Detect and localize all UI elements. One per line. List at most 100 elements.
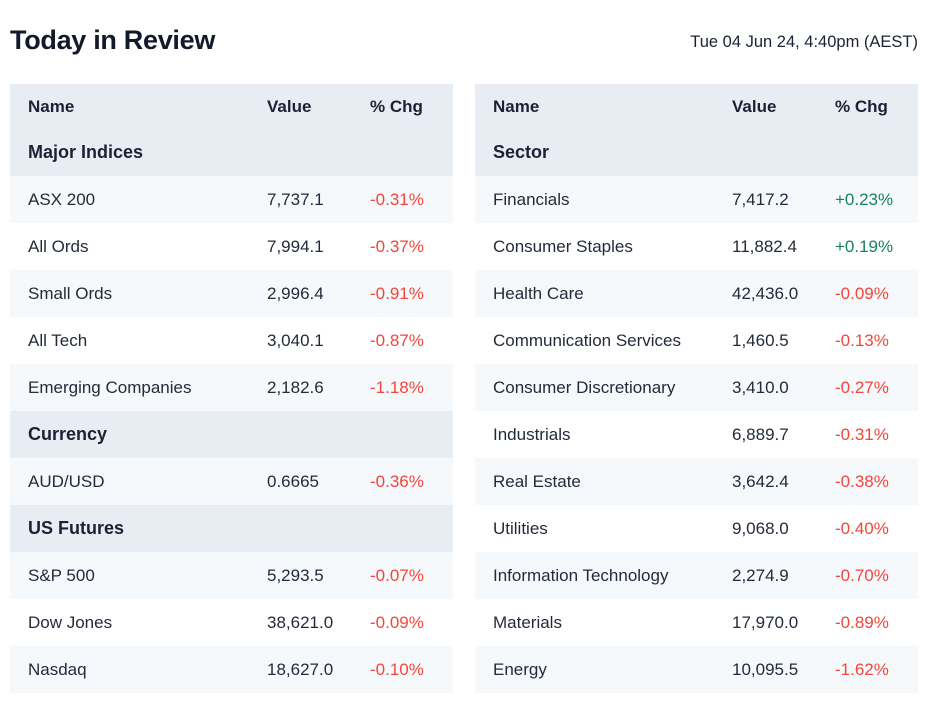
tables-container: Name Value % Chg Major Indices ASX 200 7,737.… <box>10 84 918 694</box>
instrument-change: +0.23% <box>835 189 894 209</box>
today-in-review-widget: Today in Review Tue 04 Jun 24, 4:40pm (A… <box>10 25 918 694</box>
column-header-value: Value <box>732 96 777 116</box>
instrument-change: -0.37% <box>370 236 424 256</box>
instrument-value: 2,182.6 <box>267 377 324 397</box>
page-header: Today in Review Tue 04 Jun 24, 4:40pm (A… <box>10 25 918 55</box>
instrument-value: 7,737.1 <box>267 189 324 209</box>
instrument-name: Energy <box>493 659 547 679</box>
instrument-change: -0.09% <box>370 612 424 632</box>
table-row: Dow Jones 38,621.0 -0.09% <box>10 599 453 647</box>
instrument-value: 17,970.0 <box>732 612 799 632</box>
instrument-name: AUD/USD <box>28 471 105 491</box>
instrument-name: All Tech <box>28 330 88 350</box>
table-row: Consumer Discretionary 3,410.0 -0.27% <box>475 364 918 412</box>
timestamp: Tue 04 Jun 24, 4:40pm (AEST) <box>690 33 918 52</box>
instrument-change: -0.13% <box>835 330 889 350</box>
page-title: Today in Review <box>10 25 216 55</box>
instrument-change: -0.38% <box>835 471 889 491</box>
section-row: Major Indices <box>10 129 453 177</box>
table-row: Small Ords 2,996.4 -0.91% <box>10 270 453 318</box>
instrument-change: -0.40% <box>835 518 889 538</box>
instrument-value: 3,040.1 <box>267 330 324 350</box>
table-row: Nasdaq 18,627.0 -0.10% <box>10 646 453 694</box>
instrument-value: 38,621.0 <box>267 612 334 632</box>
instrument-name: Emerging Companies <box>28 377 192 397</box>
instrument-change: -0.31% <box>370 189 424 209</box>
table-row: ASX 200 7,737.1 -0.31% <box>10 176 453 224</box>
column-header-name: Name <box>28 96 75 116</box>
section-row: Currency <box>10 411 453 459</box>
instrument-name: Health Care <box>493 283 584 303</box>
instrument-change: -0.31% <box>835 424 889 444</box>
instrument-value: 3,642.4 <box>732 471 789 491</box>
instrument-value: 9,068.0 <box>732 518 789 538</box>
column-header-chg: % Chg <box>370 96 423 116</box>
table-row: All Ords 7,994.1 -0.37% <box>10 223 453 271</box>
table-row: All Tech 3,040.1 -0.87% <box>10 317 453 365</box>
section-row: US Futures <box>10 505 453 553</box>
instrument-name: ASX 200 <box>28 189 96 209</box>
instrument-name: All Ords <box>28 236 89 256</box>
table-row: Consumer Staples 11,882.4 +0.19% <box>475 223 918 271</box>
instrument-name: S&P 500 <box>28 565 95 585</box>
instrument-change: +0.19% <box>835 236 894 256</box>
table-row: S&P 500 5,293.5 -0.07% <box>10 552 453 600</box>
instrument-name: Communication Services <box>493 330 682 350</box>
instrument-value: 18,627.0 <box>267 659 334 679</box>
instrument-name: Utilities <box>493 518 548 538</box>
column-header-value: Value <box>267 96 312 116</box>
table-row: Industrials 6,889.7 -0.31% <box>475 411 918 459</box>
table-row: Financials 7,417.2 +0.23% <box>475 176 918 224</box>
instrument-change: -0.70% <box>835 565 889 585</box>
instrument-name: Small Ords <box>28 283 113 303</box>
instrument-value: 2,274.9 <box>732 565 789 585</box>
section-label: Sector <box>493 142 550 163</box>
instrument-change: -0.87% <box>370 330 424 350</box>
column-header-row: Name Value % Chg <box>475 84 918 130</box>
table-row: Information Technology 2,274.9 -0.70% <box>475 552 918 600</box>
instrument-change: -0.89% <box>835 612 889 632</box>
column-header-row: Name Value % Chg <box>10 84 453 130</box>
instrument-value: 0.6665 <box>267 471 319 491</box>
table-row: Materials 17,970.0 -0.89% <box>475 599 918 647</box>
instrument-value: 42,436.0 <box>732 283 799 303</box>
indices-table: Name Value % Chg Major Indices ASX 200 7,737.… <box>10 84 453 694</box>
instrument-value: 7,417.2 <box>732 189 789 209</box>
instrument-value: 3,410.0 <box>732 377 789 397</box>
instrument-value: 2,996.4 <box>267 283 324 303</box>
instrument-value: 7,994.1 <box>267 236 324 256</box>
instrument-change: -1.18% <box>370 377 424 397</box>
table-row: Utilities 9,068.0 -0.40% <box>475 505 918 553</box>
table-row: Real Estate 3,642.4 -0.38% <box>475 458 918 506</box>
column-header-chg: % Chg <box>835 96 888 116</box>
instrument-value: 5,293.5 <box>267 565 324 585</box>
instrument-change: -1.62% <box>835 659 889 679</box>
instrument-name: Consumer Staples <box>493 236 633 256</box>
table-row: Health Care 42,436.0 -0.09% <box>475 270 918 318</box>
table-row: Energy 10,095.5 -1.62% <box>475 646 918 694</box>
instrument-value: 11,882.4 <box>732 236 797 256</box>
section-label: Major Indices <box>28 142 144 163</box>
instrument-name: Dow Jones <box>28 612 113 632</box>
table-row: Emerging Companies 2,182.6 -1.18% <box>10 364 453 412</box>
instrument-change: -0.27% <box>835 377 889 397</box>
instrument-change: -0.36% <box>370 471 424 491</box>
instrument-name: Industrials <box>493 424 571 444</box>
instrument-value: 1,460.5 <box>732 330 789 350</box>
instrument-name: Nasdaq <box>28 659 87 679</box>
instrument-name: Consumer Discretionary <box>493 377 676 397</box>
table-row: Communication Services 1,460.5 -0.13% <box>475 317 918 365</box>
section-label: US Futures <box>28 518 125 539</box>
instrument-change: -0.91% <box>370 283 424 303</box>
instrument-name: Information Technology <box>493 565 669 585</box>
section-row: Sector <box>475 129 918 177</box>
instrument-name: Materials <box>493 612 562 632</box>
section-label: Currency <box>28 424 108 445</box>
instrument-value: 6,889.7 <box>732 424 789 444</box>
instrument-change: -0.10% <box>370 659 424 679</box>
table-row: AUD/USD 0.6665 -0.36% <box>10 458 453 506</box>
instrument-name: Real Estate <box>493 471 581 491</box>
column-header-name: Name <box>493 96 540 116</box>
instrument-name: Financials <box>493 189 570 209</box>
instrument-value: 10,095.5 <box>732 659 799 679</box>
